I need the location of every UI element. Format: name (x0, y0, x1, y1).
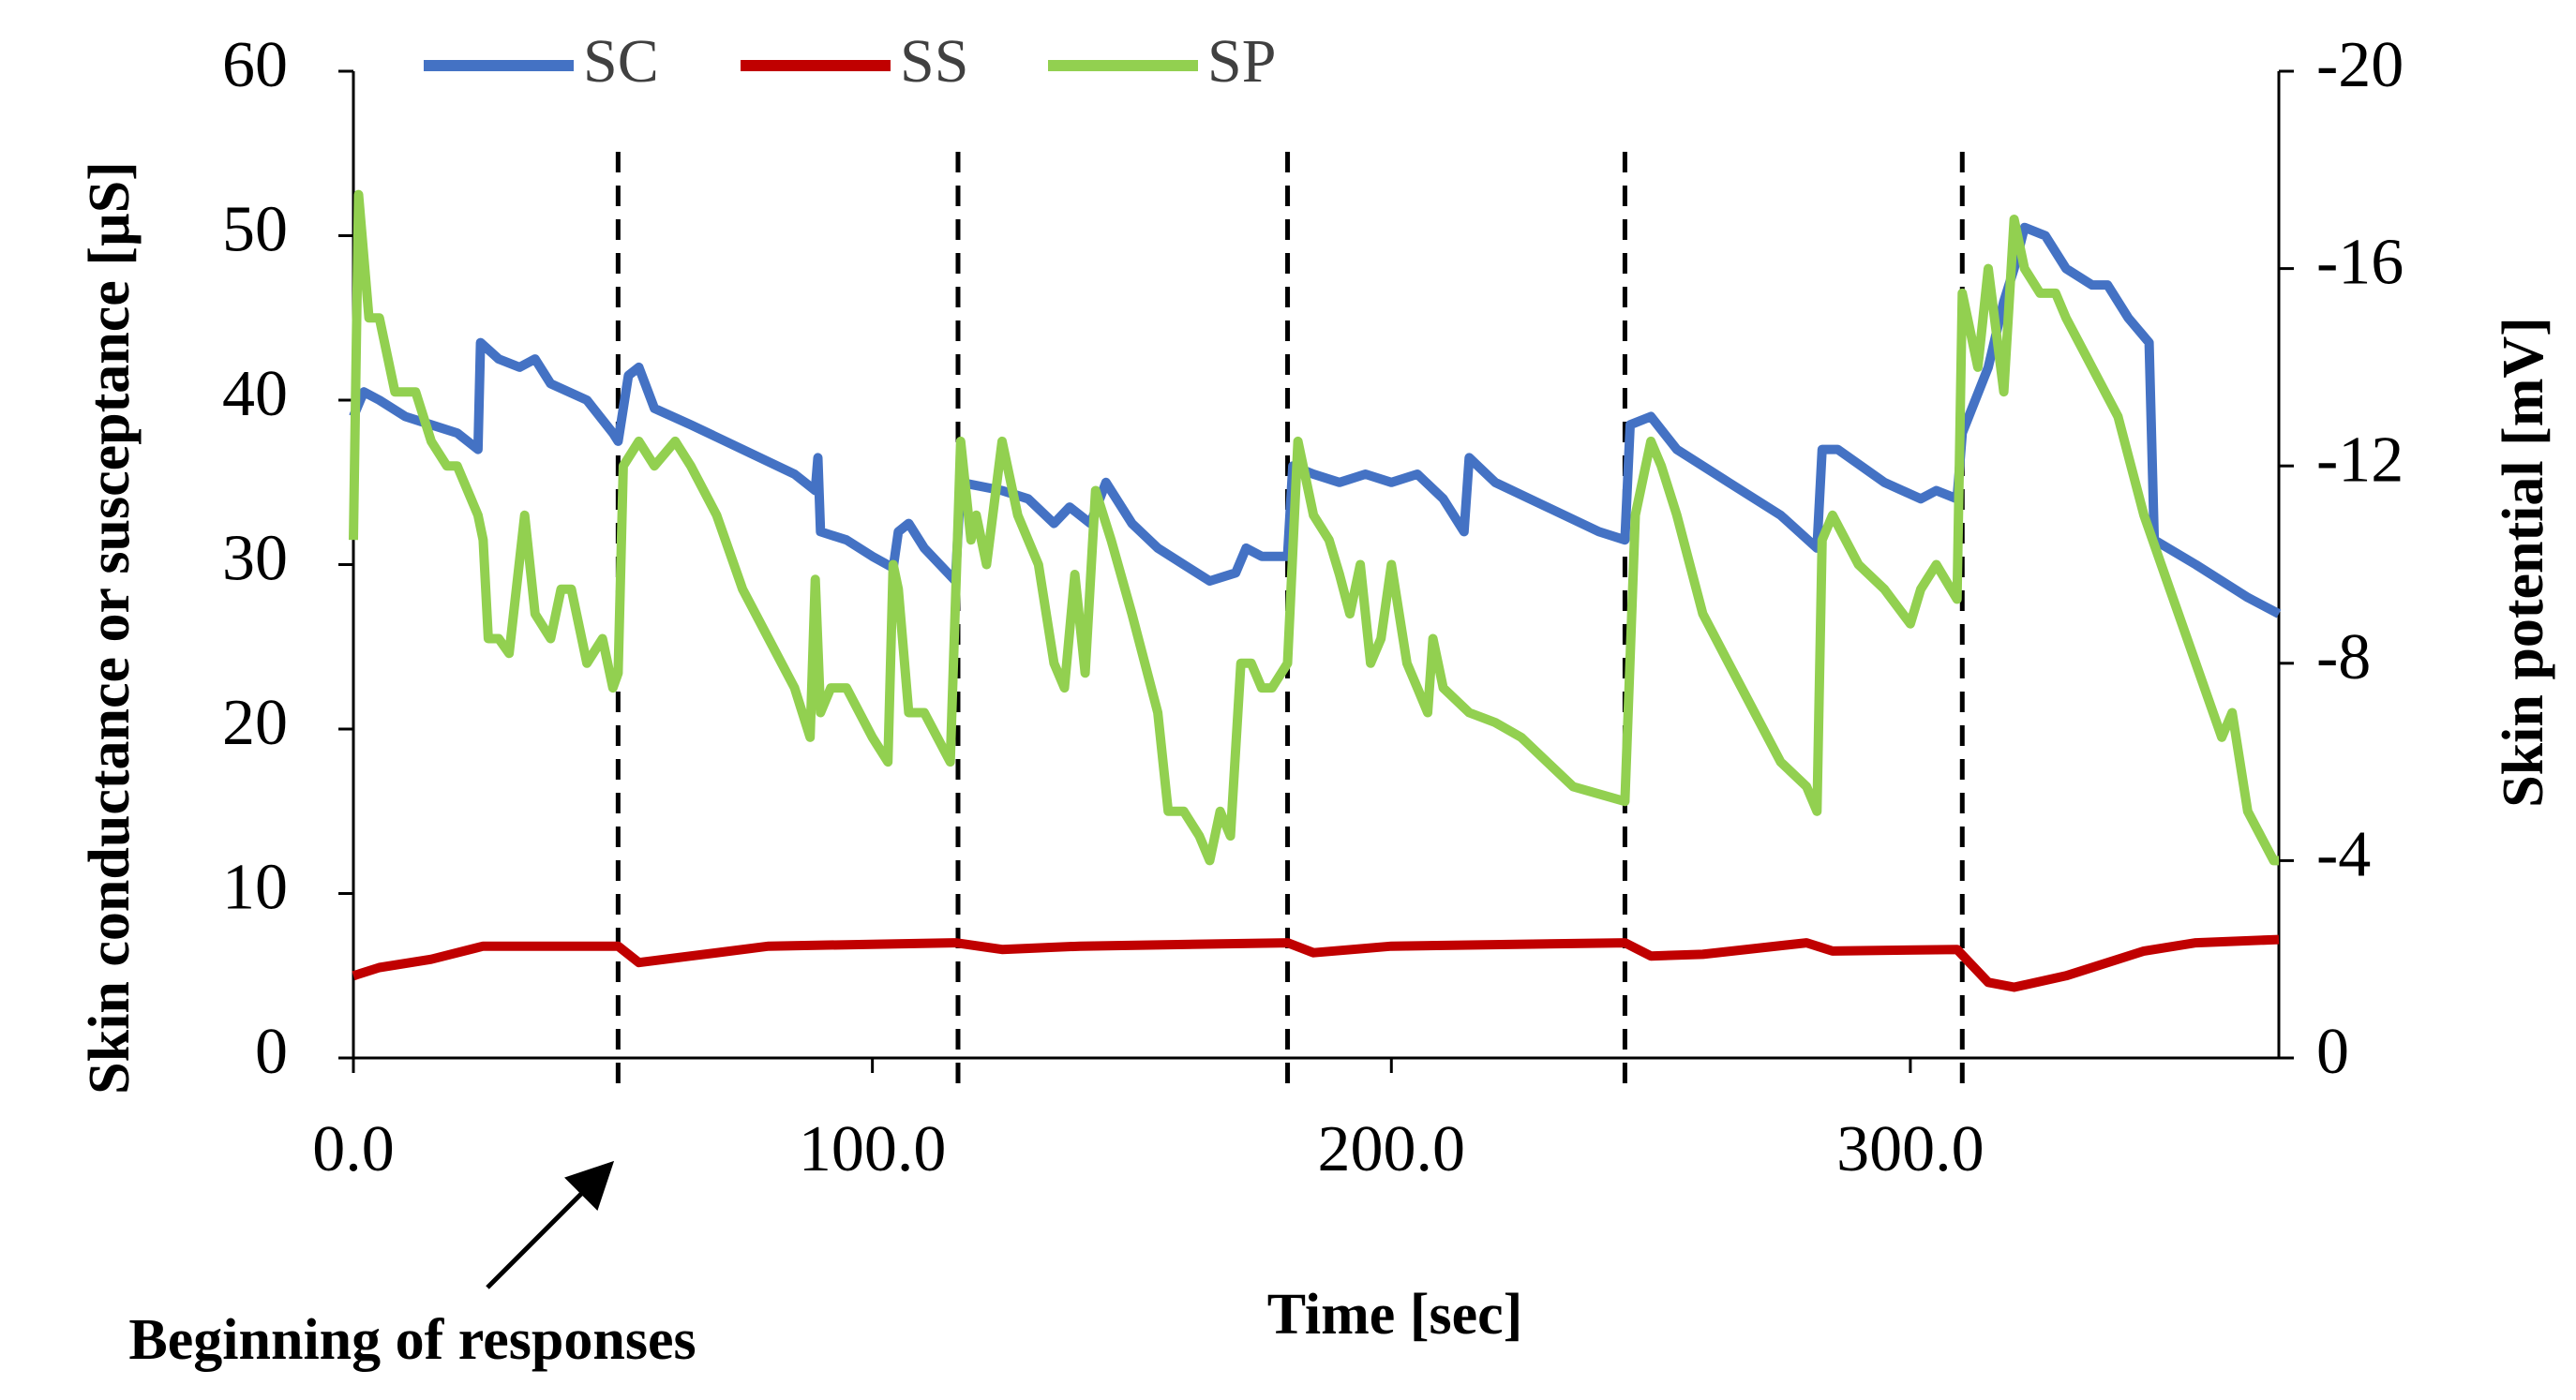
y-tick-label: 20 (222, 687, 288, 759)
x-tick-label: 100.0 (799, 1113, 947, 1185)
series-line (349, 189, 2279, 866)
y-tick-label: 50 (222, 194, 288, 266)
y-axis-title: Skin conductance or susceptance [µS] (78, 161, 142, 1095)
y-tick-label: 40 (222, 358, 288, 430)
y-tick-label: 60 (222, 29, 288, 101)
legend-label: SC (583, 27, 659, 96)
y2-tick-label: -8 (2316, 621, 2371, 693)
x-tick-label: 0.0 (312, 1113, 395, 1185)
y2-tick-label: -12 (2316, 424, 2404, 496)
annotation-arrow (486, 1160, 615, 1289)
legend-label: SP (1207, 27, 1276, 96)
y2-tick-label: -4 (2316, 818, 2371, 890)
x-tick-label: 200.0 (1318, 1113, 1466, 1185)
y-tick-label: 0 (255, 1016, 288, 1088)
legend-label: SS (900, 27, 968, 96)
y2-tick-label: 0 (2316, 1016, 2349, 1088)
y2-tick-label: -16 (2316, 227, 2404, 299)
x-tick-label: 300.0 (1836, 1113, 1984, 1185)
annotation: Beginning of responses (128, 1308, 696, 1372)
series-line (352, 934, 2280, 992)
y-tick-label: 30 (222, 523, 288, 595)
y2-tick-label: -20 (2316, 29, 2404, 101)
y2-axis-title: Skin potential [mV] (2492, 317, 2555, 808)
y-tick-label: 10 (222, 852, 288, 924)
x-axis-title: Time [sec] (1267, 1283, 1523, 1347)
